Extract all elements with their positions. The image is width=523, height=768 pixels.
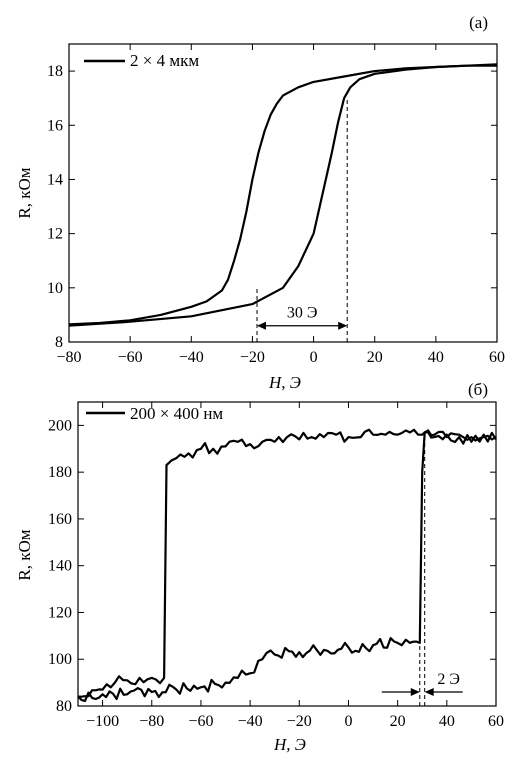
panel-a-x-tick-label: 40 <box>428 349 444 366</box>
panel-b-legend-label: 200 × 400 нм <box>130 404 223 423</box>
panel-b-y-tick-label: 140 <box>48 558 72 575</box>
panel-a-y-tick-label: 10 <box>47 280 63 297</box>
panel-b-y-tick-label: 200 <box>48 417 72 434</box>
panel-a-x-tick-label: −40 <box>179 349 204 366</box>
panel-a-span-arrowhead-right <box>338 321 348 330</box>
panel-b-x-tick-label: −40 <box>238 713 263 730</box>
panel-b-x-tick-label: 40 <box>439 713 455 730</box>
panel-b-series-line <box>77 429 497 703</box>
panel-a-series-line <box>68 63 498 327</box>
panel-b-ticks: −100 −80 −60 −40 −20 0 20 40 60 80 100 120 140 160 180… <box>48 402 504 730</box>
panel-b-label: (б) <box>468 380 488 399</box>
panel-b-x-tick-label: 0 <box>344 713 352 730</box>
panel-a-y-tick-label: 12 <box>47 226 63 243</box>
panel-b-gap-arrowhead-left <box>410 687 420 696</box>
panel-a-label: (a) <box>469 13 488 32</box>
panel-b-y-tick-label: 180 <box>48 464 72 481</box>
panel-b-plot-frame <box>77 401 497 707</box>
panel-b-curves <box>77 428 497 703</box>
panel-a-x-tick-label: −20 <box>240 349 265 366</box>
panel-b-gap-arrowhead-right <box>424 687 434 696</box>
panel-a-x-tick-label: −80 <box>56 349 81 366</box>
panel-a-annotations: 30 Э <box>256 98 348 342</box>
panel-b: (б) 200 × 400 нм −100 −80 −60 −40 −20 0 20 40 60… <box>15 380 504 754</box>
panel-a-x-tick-label: 0 <box>310 349 318 366</box>
panel-a-y-tick-label: 16 <box>47 117 63 134</box>
panel-a-y-tick-label: 14 <box>47 171 63 188</box>
panel-b-y-tick-label: 160 <box>48 511 72 528</box>
panel-a-legend: 2 × 4 мкм <box>84 51 199 70</box>
panel-b-y-axis-label: R, кОм <box>15 529 34 580</box>
panel-b-x-tick-label: 60 <box>488 713 504 730</box>
panel-b-x-tick-label: −80 <box>139 713 164 730</box>
panel-b-legend: 200 × 400 нм <box>86 404 223 423</box>
panel-b-y-tick-label: 120 <box>48 604 72 621</box>
panel-a-y-axis-label: R, кОм <box>15 167 34 218</box>
panel-a-x-tick-label: 20 <box>367 349 383 366</box>
panel-a-span-label: 30 Э <box>287 305 318 322</box>
panel-a-legend-label: 2 × 4 мкм <box>130 51 199 70</box>
panel-b-x-tick-label: −60 <box>188 713 213 730</box>
panel-a-x-tick-label: 60 <box>489 349 505 366</box>
panel-a-y-tick-label: 18 <box>47 63 63 80</box>
panel-b-x-tick-label: −100 <box>86 713 119 730</box>
panel-a-span-arrowhead-left <box>257 321 267 330</box>
panel-a-ticks: −80 −60 −40 −20 0 20 40 60 8 10 12 14 16 18 <box>47 44 505 366</box>
panel-b-y-tick-label: 80 <box>56 698 72 715</box>
panel-b-series-line <box>77 428 497 698</box>
panel-b-annotations: 2 Э <box>381 432 463 706</box>
panel-b-x-axis-label: H, Э <box>273 735 306 754</box>
panel-a-plot-frame <box>68 43 498 343</box>
panel-b-y-tick-label: 100 <box>48 651 72 668</box>
panel-a-curves <box>68 63 498 327</box>
panel-a-series-line <box>68 64 497 326</box>
panel-a: (a) 2 × 4 мкм −80 −60 −40 −20 0 20 40 60 8 10 12 14… <box>15 13 505 392</box>
panel-a-x-tick-label: −60 <box>118 349 143 366</box>
panel-b-gap-label: 2 Э <box>437 671 460 688</box>
panel-b-x-tick-label: 20 <box>390 713 406 730</box>
panel-a-x-axis-label: H, Э <box>268 373 301 392</box>
panel-a-y-tick-label: 8 <box>55 334 63 351</box>
panel-b-x-tick-label: −20 <box>287 713 312 730</box>
